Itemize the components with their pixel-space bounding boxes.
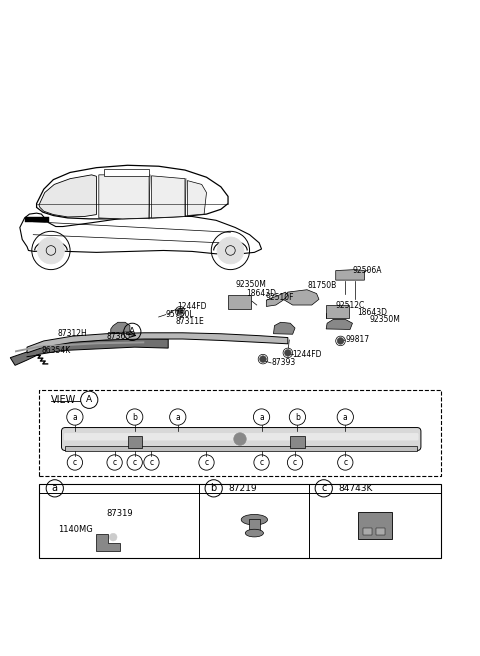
Polygon shape — [326, 319, 352, 329]
Bar — [39, 390, 441, 476]
Polygon shape — [99, 175, 149, 219]
Polygon shape — [336, 270, 364, 280]
Polygon shape — [96, 534, 120, 550]
Polygon shape — [39, 175, 96, 217]
Text: 84743K: 84743K — [338, 484, 372, 493]
Text: 92506A: 92506A — [352, 266, 382, 275]
Text: 92512C: 92512C — [336, 300, 365, 310]
Text: c: c — [260, 458, 264, 467]
Polygon shape — [274, 322, 295, 334]
Ellipse shape — [245, 529, 264, 537]
Text: a: a — [72, 413, 77, 422]
Text: 87311E: 87311E — [175, 318, 204, 326]
Text: 87312H: 87312H — [57, 329, 87, 338]
Text: c: c — [132, 458, 137, 467]
Text: 95750L: 95750L — [166, 310, 194, 319]
Bar — [376, 528, 385, 535]
Text: a: a — [259, 413, 264, 422]
Text: c: c — [343, 458, 348, 467]
Circle shape — [260, 356, 266, 363]
Text: 18643D: 18643D — [246, 289, 276, 298]
Bar — [363, 528, 372, 535]
FancyBboxPatch shape — [358, 512, 392, 539]
Text: 87393: 87393 — [271, 358, 295, 367]
Polygon shape — [20, 213, 262, 254]
Text: 1244FD: 1244FD — [177, 302, 206, 311]
Text: c: c — [73, 458, 77, 467]
Text: 81750B: 81750B — [307, 281, 336, 291]
Circle shape — [337, 338, 344, 344]
Text: 1244FD: 1244FD — [293, 350, 322, 359]
Circle shape — [109, 533, 117, 541]
Text: b: b — [295, 413, 300, 422]
Text: c: c — [204, 458, 208, 467]
Bar — [65, 445, 417, 451]
Circle shape — [285, 350, 291, 356]
Circle shape — [37, 237, 64, 264]
Text: 87219: 87219 — [228, 484, 257, 493]
Circle shape — [234, 433, 246, 445]
Polygon shape — [152, 176, 185, 218]
Bar — [128, 436, 142, 448]
Text: 86354K: 86354K — [41, 346, 71, 356]
Text: 1140MG: 1140MG — [58, 525, 93, 534]
Text: c: c — [112, 458, 117, 467]
Text: a: a — [343, 413, 348, 422]
Circle shape — [177, 308, 183, 315]
Text: c: c — [293, 458, 297, 467]
Text: 87365: 87365 — [107, 332, 131, 341]
Text: A: A — [86, 396, 92, 404]
Polygon shape — [111, 322, 130, 333]
Bar — [290, 436, 305, 448]
Text: b: b — [132, 413, 137, 422]
Polygon shape — [104, 169, 149, 176]
Polygon shape — [10, 338, 168, 365]
Text: 87319: 87319 — [107, 509, 133, 518]
Ellipse shape — [241, 514, 267, 525]
Bar — [228, 295, 251, 309]
Text: 92350M: 92350M — [235, 280, 266, 289]
Text: b: b — [211, 483, 217, 493]
Polygon shape — [283, 290, 319, 305]
Text: a: a — [175, 413, 180, 422]
Bar — [249, 519, 260, 534]
Bar — [24, 217, 48, 222]
Text: A: A — [129, 327, 135, 337]
Text: 99817: 99817 — [345, 335, 370, 344]
Bar — [39, 483, 441, 558]
FancyBboxPatch shape — [64, 433, 419, 440]
Text: 92350M: 92350M — [369, 315, 400, 324]
Text: 18643D: 18643D — [357, 308, 387, 317]
Polygon shape — [266, 292, 288, 306]
Text: c: c — [149, 458, 154, 467]
Polygon shape — [187, 180, 206, 216]
Text: VIEW: VIEW — [51, 395, 76, 405]
Polygon shape — [36, 165, 228, 219]
FancyBboxPatch shape — [61, 428, 421, 451]
Polygon shape — [15, 341, 144, 352]
Circle shape — [217, 237, 244, 264]
Text: 92510F: 92510F — [265, 293, 294, 302]
Text: a: a — [52, 483, 58, 493]
Text: c: c — [321, 483, 326, 493]
Polygon shape — [27, 333, 288, 353]
Bar — [326, 305, 349, 318]
